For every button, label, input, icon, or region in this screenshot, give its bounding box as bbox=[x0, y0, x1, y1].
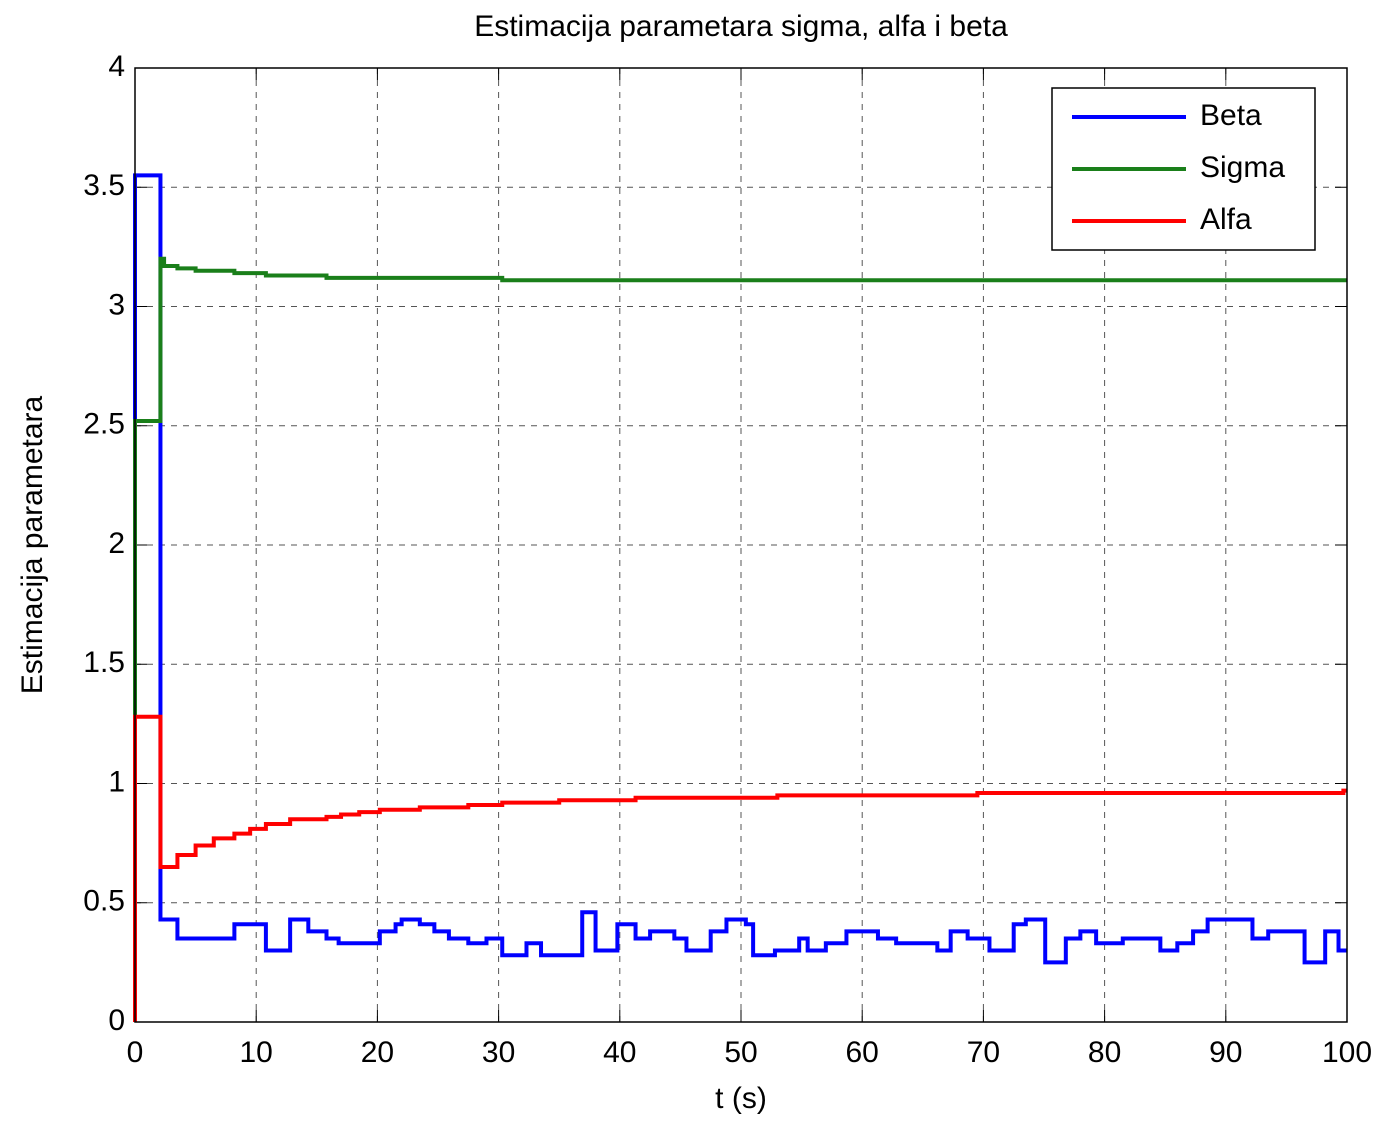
x-tick-label: 40 bbox=[603, 1036, 636, 1069]
y-tick-label: 3.5 bbox=[83, 169, 125, 202]
x-tick-label: 50 bbox=[724, 1036, 757, 1069]
x-tick-label: 60 bbox=[846, 1036, 879, 1069]
series-line bbox=[133, 714, 1347, 1022]
legend-label: Alfa bbox=[1200, 203, 1252, 236]
x-axis-label: t (s) bbox=[715, 1082, 767, 1115]
x-tick-label: 10 bbox=[240, 1036, 273, 1069]
y-tick-label: 0 bbox=[108, 1004, 125, 1037]
x-tick-label: 30 bbox=[482, 1036, 515, 1069]
y-axis-label: Estimacija parametara bbox=[16, 395, 49, 694]
y-tick-label: 3 bbox=[108, 288, 125, 321]
y-tick-label: 4 bbox=[108, 50, 125, 83]
series-line bbox=[133, 173, 1347, 1022]
x-tick-label: 20 bbox=[361, 1036, 394, 1069]
x-tick-label: 100 bbox=[1322, 1036, 1372, 1069]
legend-label: Sigma bbox=[1200, 151, 1285, 184]
legend-label: Beta bbox=[1200, 99, 1262, 132]
plot-frame bbox=[134, 67, 1348, 1023]
series-line bbox=[133, 256, 1347, 1022]
y-tick-label: 0.5 bbox=[83, 885, 125, 918]
x-tick-label: 70 bbox=[967, 1036, 1000, 1069]
y-tick-label: 2.5 bbox=[83, 408, 125, 441]
x-tick-label: 80 bbox=[1088, 1036, 1121, 1069]
x-tick-label: 0 bbox=[127, 1036, 144, 1069]
y-tick-label: 2 bbox=[108, 527, 125, 560]
x-tick-label: 90 bbox=[1209, 1036, 1242, 1069]
y-tick-label: 1 bbox=[108, 765, 125, 798]
chart-title: Estimacija parametara sigma, alfa i beta bbox=[474, 10, 1008, 43]
y-tick-label: 1.5 bbox=[83, 646, 125, 679]
